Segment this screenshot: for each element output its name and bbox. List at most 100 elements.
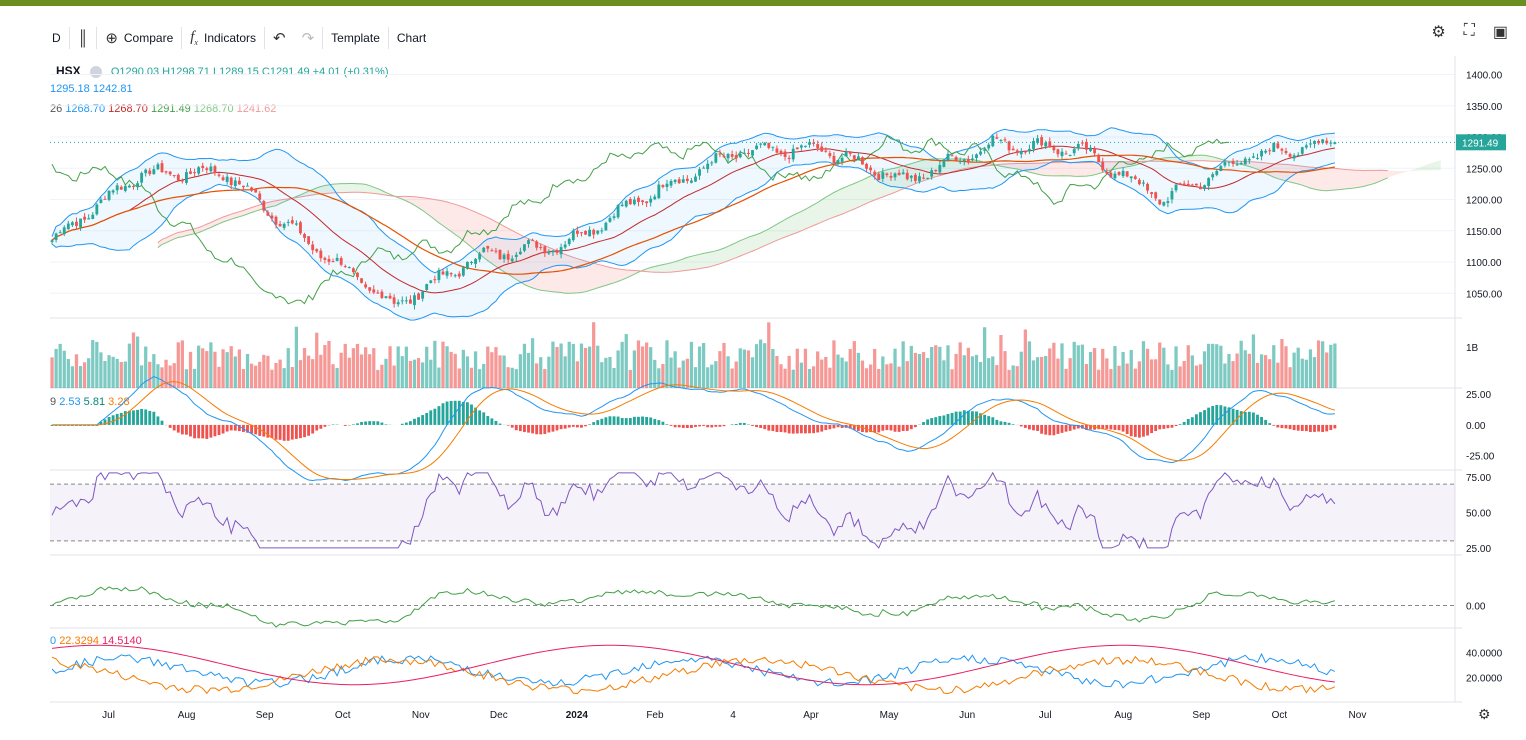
macd-histogram-bar — [1304, 424, 1308, 432]
candle-body — [873, 171, 877, 176]
cloud-segment — [895, 167, 900, 193]
cloud-segment — [935, 158, 940, 177]
cloud-segment — [1033, 163, 1038, 175]
macd-histogram-bar — [319, 424, 323, 429]
compare-button[interactable]: ⊕ Compare — [97, 24, 181, 52]
macd-histogram-bar — [1052, 424, 1056, 436]
cloud-segment — [658, 264, 663, 273]
cloud-segment — [471, 210, 476, 251]
volume-bar — [571, 343, 575, 388]
volume-bar — [486, 346, 490, 388]
volume-bar — [1325, 352, 1329, 388]
cloud-segment — [626, 269, 631, 279]
cloud-segment — [752, 234, 757, 252]
cloud-segment — [687, 256, 692, 271]
macd-histogram-bar — [901, 424, 905, 431]
macd-histogram-bar — [539, 424, 543, 435]
volume-bar — [392, 365, 396, 388]
candle-body — [706, 163, 710, 170]
macd-histogram-bar — [856, 424, 860, 431]
cloud-segment — [1310, 167, 1315, 190]
cloud-segment — [385, 192, 391, 196]
candle-body — [881, 172, 885, 179]
template-button[interactable]: Template — [323, 24, 388, 52]
macd-histogram-bar — [775, 424, 779, 432]
cloud-segment — [267, 201, 272, 208]
volume-bar — [1145, 348, 1150, 388]
chart-type-button[interactable]: ║ — [70, 24, 97, 52]
volume-bar — [176, 342, 180, 388]
macd-histogram-bar — [673, 424, 677, 428]
macd-histogram-bar — [50, 424, 54, 426]
bb-lower-line — [51, 160, 1336, 321]
cloud-segment — [1192, 155, 1197, 161]
volume-bar — [930, 346, 934, 388]
macd-histogram-bar — [1109, 424, 1113, 430]
candle-body — [1231, 161, 1235, 164]
candle-body — [466, 261, 469, 269]
cloud-segment — [495, 221, 501, 270]
cloud-segment — [899, 165, 904, 191]
macd-histogram-bar — [1174, 424, 1178, 427]
cloud-segment — [1269, 163, 1274, 178]
macd-histogram-bar — [987, 416, 991, 425]
candle-body — [608, 218, 612, 222]
volume-bar — [978, 361, 983, 388]
volume-bar — [702, 343, 706, 388]
candle-body — [50, 240, 54, 243]
macd-tick-label: -25.00 — [1466, 452, 1495, 463]
volume-bar — [461, 349, 465, 388]
cloud-segment — [223, 215, 228, 222]
macd-histogram-bar — [449, 400, 453, 425]
cloud-segment — [434, 199, 439, 223]
x-tick-label: Nov — [1349, 710, 1367, 721]
cloud-segment — [960, 158, 965, 170]
legend-toggle-icon[interactable] — [89, 66, 102, 79]
fullscreen-icon[interactable]: ⛶ — [1463, 22, 1475, 39]
cloud-segment — [259, 203, 264, 210]
redo-button[interactable]: ↷ — [294, 24, 323, 52]
volume-bar — [803, 348, 808, 388]
candle-body — [685, 178, 689, 182]
candle-body — [95, 204, 99, 215]
cloud-segment — [1143, 161, 1148, 163]
camera-icon[interactable]: ▣ — [1492, 24, 1508, 41]
macd-histogram-bar — [1211, 405, 1215, 425]
macd-histogram-bar — [1129, 424, 1133, 437]
macd-histogram-bar — [783, 424, 787, 433]
volume-bar — [1206, 343, 1211, 388]
candle-body — [1032, 141, 1035, 149]
volume-bar — [372, 348, 376, 388]
macd-histogram-bar — [1085, 424, 1088, 430]
ichimoku-legend: 26 1268.70 1268.70 1291.49 1268.70 1241.… — [50, 103, 276, 115]
volume-bar — [184, 369, 189, 388]
candle-body — [1154, 192, 1158, 199]
candle-body — [889, 175, 893, 178]
cloud-segment — [316, 186, 321, 195]
cloud-segment — [1314, 167, 1319, 190]
volume-bar — [1003, 351, 1007, 388]
volume-bar — [697, 346, 702, 388]
settings-gear-icon[interactable]: ⚙ — [1431, 24, 1446, 41]
cloud-segment — [1228, 161, 1234, 163]
volume-bar — [335, 367, 339, 388]
macd-histogram-bar — [600, 418, 604, 425]
volume-bar — [494, 347, 498, 388]
indicators-button[interactable]: fx Indicators — [182, 24, 264, 52]
cloud-segment — [976, 160, 981, 167]
interval-button[interactable]: D — [44, 24, 69, 52]
cloud-segment — [341, 183, 346, 193]
candle-body — [938, 165, 942, 173]
cloud-segment — [516, 232, 521, 282]
volume-bar — [286, 348, 290, 388]
chart-button[interactable]: Chart — [389, 24, 434, 52]
cloud-segment — [540, 243, 545, 291]
macd-histogram-bar — [661, 421, 665, 425]
volume-bar — [1292, 352, 1296, 388]
cloud-segment — [442, 201, 448, 229]
macd-histogram-bar — [1199, 412, 1202, 425]
undo-button[interactable]: ↶ — [265, 24, 294, 52]
candle-body — [592, 229, 596, 235]
volume-bar — [905, 361, 909, 388]
macd-histogram-bar — [763, 424, 767, 430]
